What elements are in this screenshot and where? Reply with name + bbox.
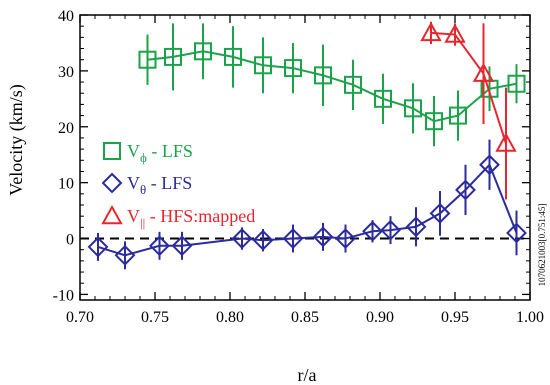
legend-entry: V|| - HFS:mapped [101, 204, 255, 230]
v-theta-lfs-point [149, 235, 170, 257]
x-tick-label: 1.00 [516, 309, 544, 326]
x-tick-label: 0.80 [216, 309, 244, 326]
x-tick-label: 0.90 [366, 309, 394, 326]
x-tick-label: 0.70 [66, 309, 94, 326]
legend-triangle-marker [101, 204, 123, 225]
v-phi-lfs-point [138, 50, 157, 69]
v-theta-lfs-point [282, 228, 304, 249]
v-phi-lfs-point [449, 106, 467, 125]
legend-label: Vϕ - LFS [127, 141, 193, 165]
x-axis-label: r/a [298, 365, 317, 385]
v-parallel-hfs-point [444, 23, 466, 43]
x-tick-label: 0.75 [141, 309, 169, 326]
legend-diamond-marker [101, 172, 123, 194]
v-phi-lfs-point [374, 89, 392, 108]
legend-square-marker [103, 142, 121, 160]
x-tick-label: 0.95 [441, 309, 469, 326]
v-phi-lfs-point [344, 75, 362, 94]
v-phi-lfs-line [147, 50, 517, 123]
v-theta-lfs-point [506, 222, 527, 244]
y-tick-label: 20 [58, 120, 74, 137]
v-phi-lfs-point [164, 47, 182, 66]
v-theta-lfs-point [429, 202, 451, 224]
v-theta-lfs-point [114, 244, 136, 266]
v-parallel-hfs-point [472, 62, 495, 82]
v-theta-lfs-point [455, 179, 476, 201]
v-theta-lfs-point [362, 220, 383, 242]
x-tick-label: 0.85 [291, 309, 319, 326]
v-parallel-hfs-series [420, 21, 517, 200]
v-theta-lfs-point [87, 236, 109, 258]
v-theta-lfs-series [87, 139, 527, 270]
v-phi-lfs-point [404, 99, 422, 118]
y-tick-label: -10 [53, 287, 74, 304]
y-tick-label: 40 [58, 8, 74, 25]
run-id-label: 1070621003[0.751:45] [537, 204, 547, 287]
v-theta-lfs-point [312, 226, 334, 248]
legend-entry: Vϕ - LFS [103, 141, 193, 165]
v-phi-lfs-point [314, 66, 332, 85]
v-phi-lfs-point [224, 47, 242, 66]
v-phi-lfs-point [284, 59, 302, 78]
y-axis-label: Velocity (km/s) [6, 84, 27, 195]
y-tick-label: 30 [58, 64, 74, 81]
v-phi-lfs-point [507, 74, 526, 93]
v-phi-lfs-series [138, 23, 526, 147]
v-phi-lfs-point [425, 112, 443, 131]
v-phi-lfs-point [194, 42, 212, 61]
y-tick-label: 0 [66, 232, 74, 249]
v-phi-lfs-point [254, 56, 272, 75]
v-parallel-hfs-line [430, 31, 507, 144]
v-theta-lfs-point [479, 154, 500, 176]
v-theta-lfs-point [231, 228, 253, 249]
v-theta-lfs-point [405, 216, 427, 238]
legend: Vϕ - LFS Vθ - LFS V|| - HFS:mapped [101, 141, 255, 230]
plot-content [80, 21, 530, 270]
axis-ticks: 0.70 0.75 0.80 0.85 0.90 0.95 1.00 -10 0 10 20 30 40 [53, 8, 544, 326]
v-theta-lfs-point [171, 235, 193, 257]
v-theta-lfs-line [97, 162, 518, 257]
v-parallel-hfs-point [495, 132, 517, 152]
v-theta-lfs-point [380, 219, 401, 241]
v-theta-lfs-point [252, 229, 274, 251]
legend-label: Vθ - LFS [127, 173, 192, 197]
y-tick-label: 10 [58, 176, 74, 193]
legend-label: V|| - HFS:mapped [127, 206, 255, 230]
legend-entry: Vθ - LFS [101, 172, 192, 197]
v-parallel-hfs-point [420, 21, 442, 42]
v-theta-lfs-point [335, 228, 356, 249]
